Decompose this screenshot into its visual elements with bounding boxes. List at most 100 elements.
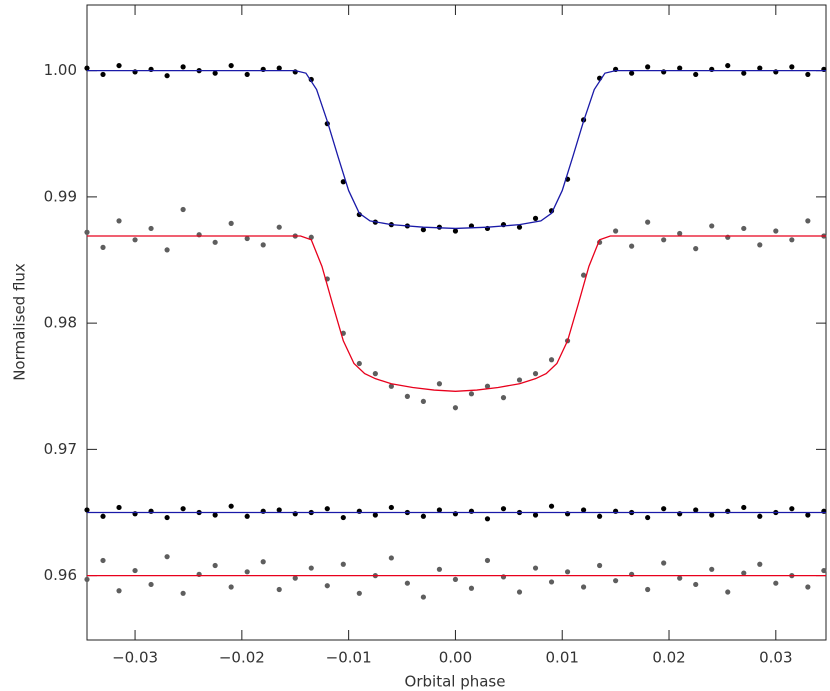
data-point (741, 70, 747, 76)
data-point (116, 218, 122, 224)
x-axis-label: Orbital phase (405, 673, 506, 691)
data-point (180, 590, 186, 596)
data-point (436, 381, 443, 387)
x-tick-label: −0.03 (112, 649, 158, 667)
data-point (709, 566, 715, 572)
data-point (180, 506, 186, 512)
data-point (324, 583, 330, 589)
data-point (420, 594, 426, 600)
data-point (484, 516, 491, 522)
data-point (693, 246, 699, 252)
data-point (789, 64, 795, 70)
data-point (148, 225, 154, 232)
data-point (741, 225, 747, 232)
data-point (388, 555, 394, 561)
data-point (132, 567, 138, 574)
data-point (805, 584, 811, 590)
data-point (532, 512, 539, 518)
data-point (645, 219, 651, 225)
data-point (516, 377, 523, 383)
data-point (805, 218, 811, 224)
data-point (276, 65, 282, 71)
y-tick-label: 0.97 (44, 440, 77, 458)
data-point (821, 567, 827, 574)
data-point (228, 220, 234, 226)
data-point (212, 239, 218, 245)
data-point (436, 566, 443, 572)
data-point (212, 562, 218, 569)
data-point (725, 62, 731, 69)
data-point (580, 507, 587, 513)
data-point (516, 224, 523, 230)
data-point (228, 584, 234, 590)
data-point (580, 584, 587, 590)
data-point (805, 71, 811, 78)
data-point (420, 227, 426, 233)
data-point (388, 383, 394, 389)
data-point (164, 73, 170, 79)
data-point (84, 507, 90, 513)
data-point (645, 514, 651, 521)
data-point (757, 513, 763, 519)
plot-frame (86, 4, 827, 641)
data-point (629, 70, 635, 76)
data-point (645, 64, 651, 70)
data-point (580, 272, 587, 278)
x-tick-label: 0.02 (652, 649, 685, 667)
data-point (484, 383, 491, 389)
data-point (709, 223, 715, 229)
data-point (372, 512, 378, 518)
data-point (500, 395, 507, 401)
data-point (500, 506, 507, 512)
data-point (661, 560, 667, 566)
data-point (308, 565, 314, 571)
data-point (212, 512, 218, 518)
data-point (452, 228, 459, 234)
data-point (532, 215, 539, 221)
data-point (613, 228, 619, 234)
model-line (87, 70, 826, 230)
data-point (180, 64, 186, 70)
data-point (597, 562, 603, 569)
data-point (84, 576, 90, 583)
data-point (404, 393, 410, 399)
data-point (484, 557, 491, 564)
data-point (564, 569, 571, 575)
data-point (436, 507, 443, 513)
x-tick-label: −0.02 (219, 649, 265, 667)
data-point (613, 578, 619, 584)
data-point (276, 586, 282, 593)
data-point (84, 229, 90, 235)
data-point (164, 514, 170, 521)
y-tick-label: 0.99 (44, 187, 77, 205)
x-tick-label: −0.01 (326, 649, 372, 667)
data-point (276, 224, 282, 230)
data-point (244, 235, 250, 242)
data-point (244, 513, 250, 519)
data-point (100, 557, 106, 564)
data-point (308, 76, 314, 83)
data-point (116, 62, 122, 69)
data-point (404, 580, 410, 586)
data-point (356, 211, 362, 218)
data-point (757, 561, 763, 567)
data-point (516, 589, 523, 595)
data-point (228, 62, 234, 69)
data-point (789, 237, 795, 243)
data-point (548, 579, 555, 585)
data-point (276, 507, 282, 513)
data-point (372, 371, 378, 377)
data-point (116, 588, 122, 594)
data-point (292, 575, 298, 581)
data-point (693, 71, 699, 78)
data-point (693, 581, 699, 588)
data-point (548, 357, 555, 363)
data-point (661, 237, 667, 243)
data-point (789, 506, 795, 512)
data-point (725, 589, 731, 595)
data-point (340, 514, 346, 521)
x-tick-label: 0.03 (759, 649, 792, 667)
data-point (340, 561, 346, 567)
data-point (116, 504, 122, 511)
data-point (532, 371, 539, 377)
